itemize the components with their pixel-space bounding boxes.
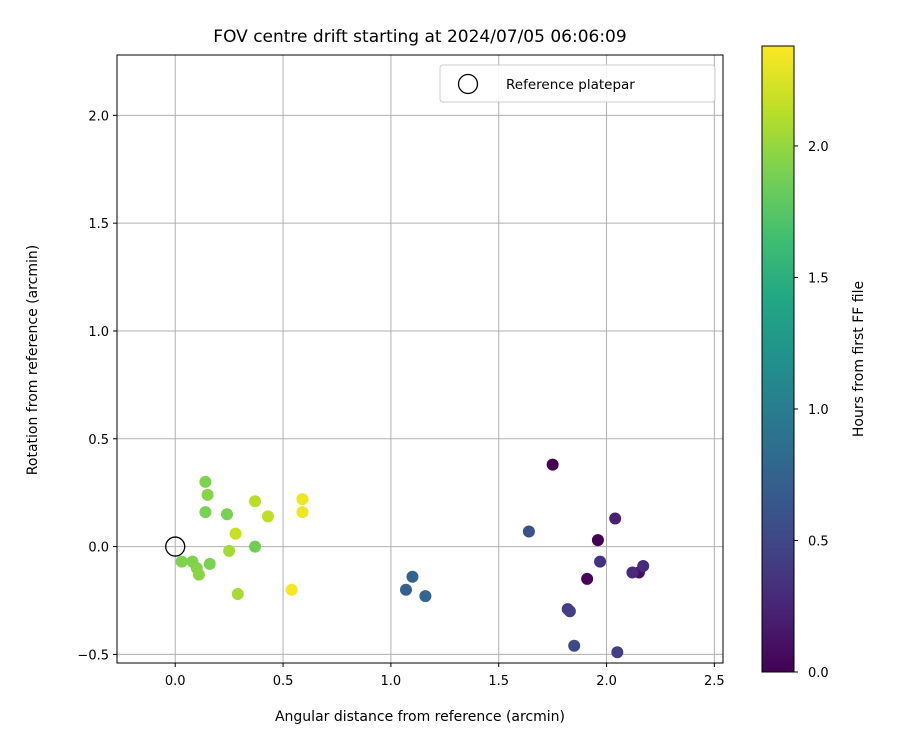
- plot-frame: [116, 54, 724, 664]
- data-point: [563, 605, 576, 618]
- y-tick-label: 0.5: [88, 433, 109, 448]
- data-point: [522, 525, 535, 538]
- data-point: [249, 495, 262, 508]
- y-tick-label: 1.5: [88, 217, 109, 232]
- colorbar-tick-label: 0.0: [808, 666, 829, 681]
- data-point: [220, 508, 233, 521]
- reference-point-marker: [165, 536, 186, 557]
- data-point: [261, 510, 274, 523]
- colorbar-tick-label: 2.0: [808, 140, 829, 155]
- x-axis-ticks: 0.0 0.5 1.0 1.5 2.0 2.5: [165, 663, 725, 689]
- data-point: [296, 493, 309, 506]
- colorbar-ticks: 0.0 0.5 1.0 1.5 2.0: [794, 140, 829, 681]
- data-point: [249, 540, 262, 553]
- legend: Reference platepar: [439, 64, 716, 103]
- y-tick-label: 0.0: [88, 541, 109, 556]
- data-point: [199, 506, 212, 519]
- x-tick-label: 2.0: [596, 674, 617, 689]
- data-point: [591, 534, 604, 547]
- data-point: [406, 570, 419, 583]
- y-tick-label: −0.5: [77, 648, 109, 663]
- colorbar-tick-label: 1.0: [808, 403, 829, 418]
- data-point: [609, 512, 622, 525]
- x-tick-label: 1.5: [488, 674, 509, 689]
- data-point: [192, 568, 205, 581]
- data-point: [229, 527, 242, 540]
- data-point: [399, 583, 412, 596]
- data-point: [285, 583, 298, 596]
- data-point: [546, 458, 559, 471]
- data-point: [611, 646, 624, 659]
- data-point: [419, 590, 432, 603]
- data-point: [594, 555, 607, 568]
- x-tick-label: 0.0: [165, 674, 186, 689]
- x-axis-label: Angular distance from reference (arcmin): [275, 709, 565, 725]
- data-point: [626, 566, 639, 579]
- data-points: [175, 458, 650, 659]
- colorbar-tick-label: 0.5: [808, 534, 829, 549]
- chart-title: FOV centre drift starting at 2024/07/05 …: [213, 27, 626, 47]
- x-tick-label: 0.5: [273, 674, 294, 689]
- data-point: [231, 588, 244, 601]
- y-tick-label: 1.0: [88, 325, 109, 340]
- data-point: [223, 544, 236, 557]
- x-tick-label: 2.5: [704, 674, 725, 689]
- y-axis-ticks: −0.5 0.0 0.5 1.0 1.5 2.0: [77, 109, 117, 663]
- x-tick-label: 1.0: [381, 674, 402, 689]
- data-point: [199, 475, 212, 488]
- colorbar-gradient: [761, 45, 795, 673]
- legend-marker-open-circle: [457, 73, 479, 95]
- reference-layer: [165, 536, 186, 557]
- plot-area: 0.0 0.5 1.0 1.5 2.0 2.5 −0.5 0.0 0.5 1.0 1.5 2.0: [77, 54, 725, 689]
- data-point: [201, 488, 214, 501]
- colorbar-tick-label: 1.5: [808, 271, 829, 286]
- data-point: [581, 572, 594, 585]
- data-point: [296, 506, 309, 519]
- data-point: [568, 639, 581, 652]
- data-point: [637, 559, 650, 572]
- data-point: [203, 557, 216, 570]
- data-point: [175, 555, 188, 568]
- y-tick-label: 2.0: [88, 109, 109, 124]
- legend-label: Reference platepar: [506, 77, 635, 93]
- y-axis-label: Rotation from reference (arcmin): [25, 245, 41, 475]
- colorbar: 0.0 0.5 1.0 1.5 2.0 Hours from first FF file: [761, 45, 867, 681]
- colorbar-label: Hours from first FF file: [851, 281, 867, 437]
- legend-box: [439, 64, 716, 103]
- grid-lines: [117, 55, 723, 663]
